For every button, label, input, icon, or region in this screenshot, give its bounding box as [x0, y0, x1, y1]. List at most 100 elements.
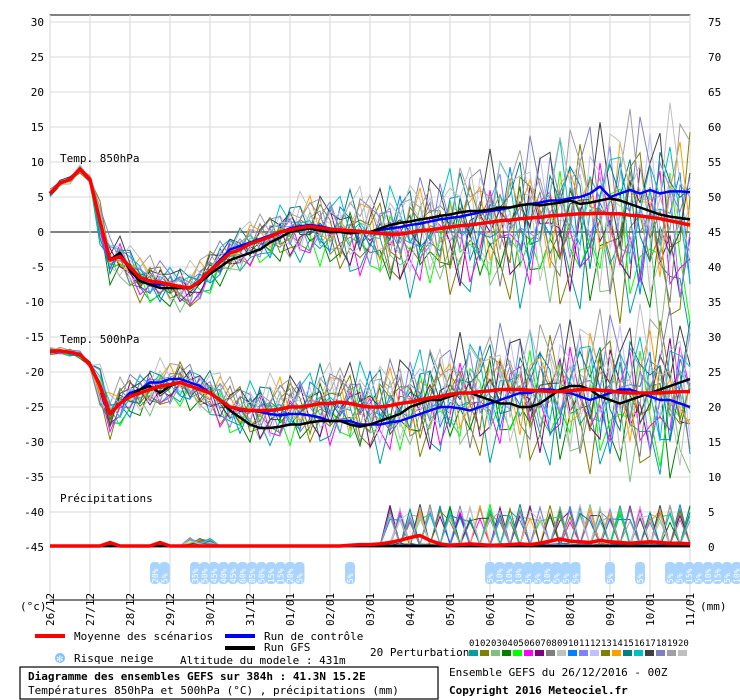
- snow-risk-label: 20%: [151, 568, 160, 583]
- snow-risk-marker: 10%: [731, 562, 740, 584]
- snow-risk-marker: 50%: [256, 562, 267, 584]
- right-tick-label: 65: [708, 86, 721, 99]
- perturbation-swatch: [502, 650, 511, 656]
- snow-risk-markers: 20% 5% 35% 50% 45% 40% 45% 60% 85% 50% 15% 15% 20% 5%…: [150, 562, 740, 584]
- snow-risk-marker: 10%: [703, 562, 713, 584]
- perturbation-line-850: [49, 132, 691, 294]
- legend-snow-label: Risque neige: [74, 652, 153, 665]
- left-tick-label: 5: [37, 191, 44, 204]
- perturbation-id: 05: [513, 639, 524, 649]
- perturbation-swatch: [634, 650, 643, 656]
- snow-risk-label: 10%: [496, 568, 505, 583]
- snow-risk-marker: 10%: [542, 562, 552, 584]
- x-tick-label: 11/01: [684, 593, 697, 626]
- snow-risk-marker: 15%: [684, 562, 694, 584]
- snow-risk-label: 50%: [201, 568, 210, 583]
- panel-label-precip: Précipitations: [60, 492, 153, 505]
- perturbation-id: 13: [601, 639, 612, 649]
- left-tick-label: -20: [24, 366, 44, 379]
- perturbation-swatch: [601, 650, 610, 656]
- x-tick-label: 26/12: [44, 593, 57, 626]
- x-tick-label: 10/01: [644, 593, 657, 626]
- series-line-500hPa: [50, 349, 690, 416]
- snow-risk-label: 5%: [606, 573, 615, 583]
- x-tick-label: 29/12: [164, 593, 177, 626]
- right-tick-label: 55: [708, 156, 721, 169]
- right-tick-label: 40: [708, 261, 721, 274]
- left-tick-label: -10: [24, 296, 44, 309]
- snow-risk-label: 15%: [267, 568, 276, 583]
- snow-risk-label: 60%: [239, 568, 248, 583]
- snow-risk-marker: 15%: [275, 562, 286, 584]
- perturbation-line-500: [49, 334, 691, 453]
- snow-risk-marker: 5%: [605, 562, 615, 584]
- perturbation-swatch: [535, 650, 544, 656]
- snow-risk-label: 35%: [191, 568, 200, 583]
- perturbation-id: 17: [645, 639, 656, 649]
- snow-risk-marker: 5%: [693, 562, 704, 584]
- snow-risk-label: 5%: [676, 573, 685, 583]
- snow-risk-label: 50%: [258, 568, 267, 583]
- perturbation-line-850: [49, 167, 691, 303]
- snow-risk-marker: 45%: [209, 562, 219, 584]
- snow-risk-label: 5%: [636, 573, 645, 583]
- snow-risk-marker: 40%: [218, 562, 229, 584]
- perturbation-id: 10: [568, 639, 579, 649]
- footer-subtitle: Températures 850hPa et 500hPa (°C) , pré…: [28, 684, 399, 697]
- x-tick-label: 06/01: [484, 593, 497, 626]
- snow-risk-marker: 5%: [674, 562, 685, 584]
- snow-risk-label: 5%: [553, 573, 562, 583]
- snow-risk-marker: 20%: [285, 562, 295, 584]
- snow-risk-label: 45%: [229, 568, 238, 583]
- snow-risk-marker: 85%: [247, 562, 257, 584]
- right-tick-label: 5: [708, 506, 715, 519]
- snow-risk-marker: 45%: [228, 562, 238, 584]
- x-axis: 26/12 27/12 28/12 29/12 30/12 31/12 01/01 02/01…: [44, 593, 697, 626]
- left-axis-unit: (°c): [20, 600, 47, 613]
- snow-risk-marker: 60%: [237, 562, 248, 584]
- footer-ensemble: Ensemble GEFS du 26/12/2016 - 00Z: [449, 666, 668, 679]
- snow-risk-label: 5%: [666, 573, 675, 583]
- perturbation-id: 08: [546, 639, 557, 649]
- perturbation-id: 06: [524, 639, 535, 649]
- snow-risk-marker: 5%: [570, 562, 581, 584]
- x-tick-label: 04/01: [404, 593, 417, 626]
- snow-risk-label: 5%: [534, 573, 543, 583]
- snow-risk-marker: 5%: [532, 562, 543, 584]
- left-tick-label: 20: [31, 86, 44, 99]
- perturbation-id: 14: [612, 639, 623, 649]
- snow-risk-marker: 15%: [712, 562, 723, 584]
- perturbation-line-500: [49, 325, 691, 444]
- snow-risk-label: 5%: [486, 573, 495, 583]
- perturbation-id: 18: [656, 639, 667, 649]
- panel-label-850: Temp. 850hPa: [60, 152, 139, 165]
- x-tick-label: 31/12: [244, 593, 257, 626]
- perturbation-swatch: [513, 650, 522, 656]
- right-tick-label: 0: [708, 541, 715, 554]
- snow-risk-label: 45%: [210, 568, 219, 583]
- left-tick-label: -45: [24, 541, 44, 554]
- snow-risk-marker: 5%: [635, 562, 645, 584]
- perturbation-swatch: [491, 650, 500, 656]
- perturbation-swatch: [546, 650, 555, 656]
- perturbation-swatch: [667, 650, 676, 656]
- series-line-500hPa: [50, 349, 691, 430]
- perturbation-id: 20: [678, 639, 689, 649]
- right-axis-unit: (mm): [700, 600, 727, 613]
- altitude-label: Altitude du modele : 431m: [180, 654, 346, 667]
- snow-risk-marker: 5%: [294, 562, 305, 584]
- right-tick-label: 15: [708, 436, 721, 449]
- perturbation-swatch: [678, 650, 687, 656]
- perturbation-line-850: [49, 116, 691, 298]
- perturbation-id: 01: [469, 639, 480, 649]
- snow-risk-marker: 50%: [199, 562, 210, 584]
- x-tick-label: 08/01: [564, 593, 577, 626]
- legend-gfs-label: Run GFS: [264, 641, 310, 654]
- grid: [49, 15, 691, 600]
- perturbation-swatch: [612, 650, 621, 656]
- perturbation-swatch: [623, 650, 632, 656]
- snow-risk-marker: 5%: [523, 562, 533, 584]
- snow-risk-marker: 5%: [722, 562, 732, 584]
- right-tick-label: 30: [708, 331, 721, 344]
